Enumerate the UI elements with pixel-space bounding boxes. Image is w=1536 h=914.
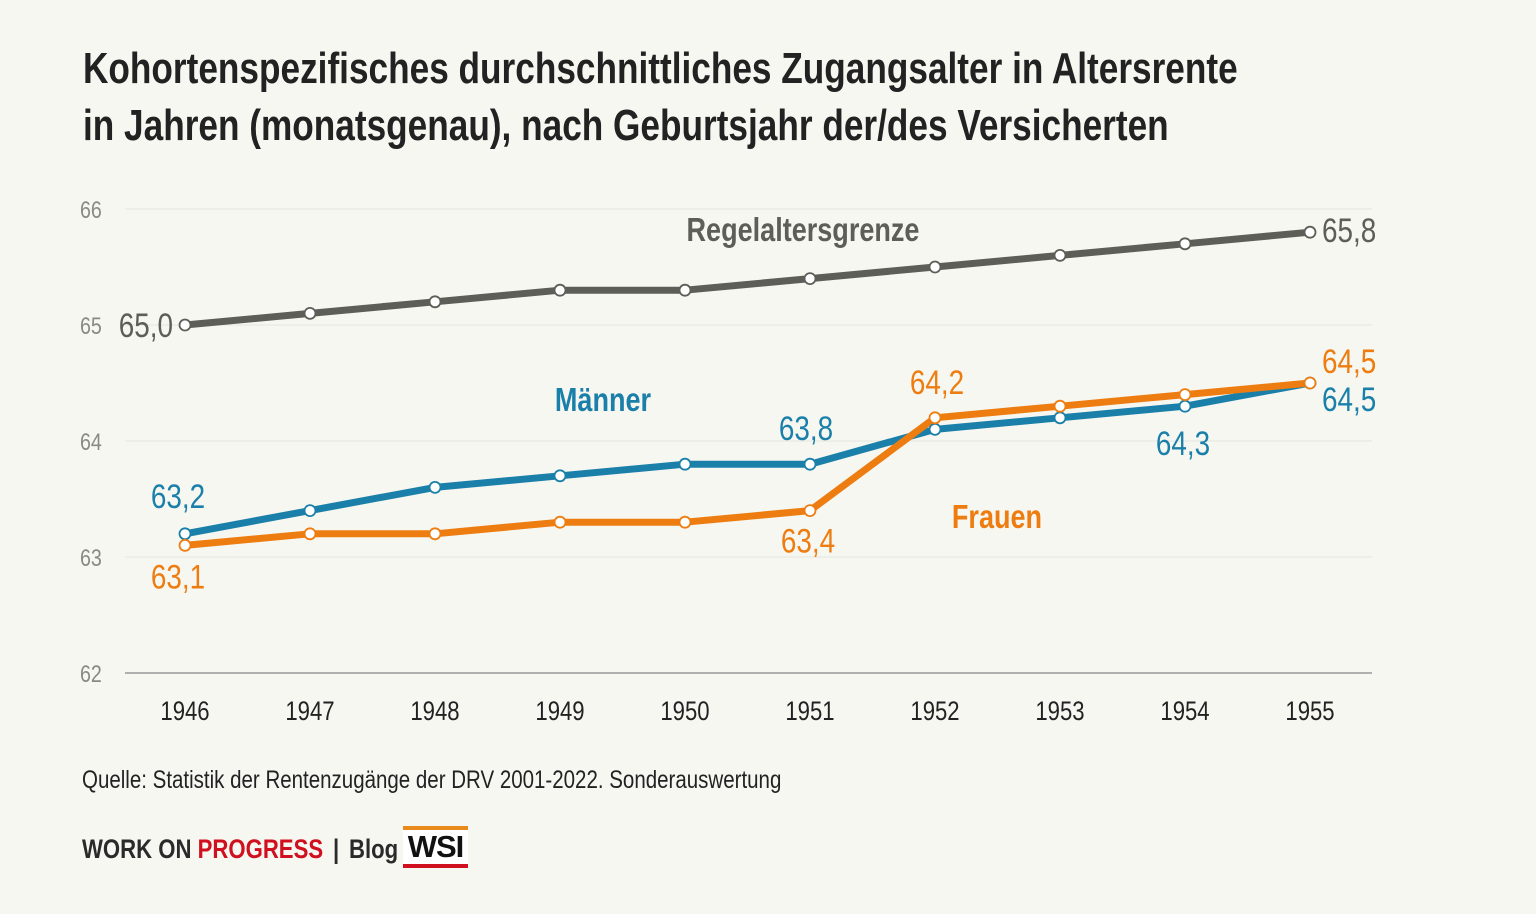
data-point (303, 527, 317, 541)
chart-title: Kohortenspezifisches durchschnittliches … (83, 40, 1238, 154)
x-tick-label: 1949 (535, 697, 584, 727)
data-label: 65,0 (119, 306, 173, 344)
data-label: 63,2 (151, 477, 205, 515)
y-tick-label: 66 (80, 196, 102, 223)
data-point (803, 504, 817, 518)
y-tick-label: 63 (80, 544, 102, 571)
brand-progress: PROGRESS (197, 834, 324, 864)
x-tick-label: 1953 (1035, 697, 1084, 727)
data-label: 63,8 (779, 410, 833, 448)
data-point (1053, 411, 1067, 425)
data-point (303, 504, 317, 518)
data-point (553, 469, 567, 483)
data-label: 64,3 (1156, 425, 1210, 463)
x-tick-label: 1951 (785, 697, 834, 727)
data-point (1178, 237, 1192, 251)
data-point (178, 527, 192, 541)
source-note: Quelle: Statistik der Rentenzugänge der … (82, 766, 782, 794)
data-point (553, 283, 567, 297)
x-tick-label: 1948 (410, 697, 459, 727)
data-point (1178, 388, 1192, 402)
x-tick-label: 1955 (1285, 697, 1334, 727)
series-line-regelaltersgrenze (184, 228, 1311, 329)
data-point (178, 318, 192, 332)
data-label: 63,4 (781, 522, 835, 560)
data-point (928, 422, 942, 436)
data-label: 64,5 (1322, 342, 1376, 380)
data-point (428, 295, 442, 309)
data-point (803, 457, 817, 471)
data-label: 63,1 (151, 558, 205, 596)
data-point (678, 515, 692, 529)
y-tick-label: 62 (80, 660, 102, 687)
y-tick-label: 65 (80, 312, 102, 339)
series-line-männer (184, 379, 1311, 538)
data-label: 64,2 (910, 363, 964, 401)
brand-work-on: WORK ON (82, 834, 192, 864)
data-point (928, 411, 942, 425)
x-tick-label: 1952 (910, 697, 959, 727)
x-tick-label: 1946 (160, 697, 209, 727)
data-point (1303, 225, 1317, 239)
data-label: 65,8 (1322, 212, 1376, 250)
title-line-2: in Jahren (monatsgenau), nach Geburtsjah… (83, 101, 1169, 150)
data-point (1178, 399, 1192, 413)
series-label: Regelaltersgrenze (687, 213, 920, 249)
x-tick-label: 1950 (660, 697, 709, 727)
x-tick-label: 1954 (1160, 697, 1209, 727)
data-point (428, 527, 442, 541)
data-point (178, 539, 192, 552)
data-point (1053, 248, 1067, 262)
x-tick-label: 1947 (285, 697, 334, 727)
series-label: Frauen (952, 500, 1042, 536)
data-label: 64,5 (1322, 380, 1376, 418)
data-point (303, 306, 317, 320)
series-label: Männer (555, 383, 651, 419)
data-point (928, 260, 942, 274)
y-tick-label: 64 (80, 428, 102, 455)
footer-brand: WORK ON PROGRESS | Blog (82, 834, 398, 865)
data-point (803, 272, 817, 286)
series-line-frauen (184, 379, 1311, 549)
data-point (553, 515, 567, 529)
data-point (678, 283, 692, 297)
brand-blog: Blog (348, 834, 399, 864)
data-point (428, 480, 442, 494)
title-line-1: Kohortenspezifisches durchschnittliches … (83, 44, 1238, 93)
wsi-logo: WSI (403, 826, 468, 868)
brand-separator: | (332, 834, 340, 864)
data-point (1303, 376, 1317, 390)
data-point (1053, 399, 1067, 413)
data-point (678, 457, 692, 471)
